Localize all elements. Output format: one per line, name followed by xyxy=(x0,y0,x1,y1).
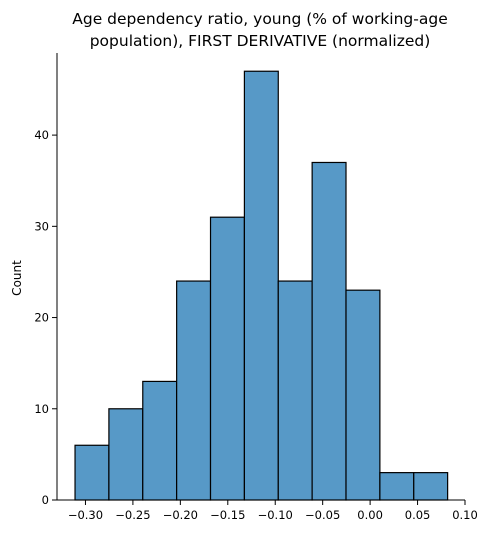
histogram-bar xyxy=(243,70,279,501)
x-tick-label: −0.15 xyxy=(210,508,245,522)
histogram-bar xyxy=(311,161,347,501)
x-tick-label: 0.05 xyxy=(405,508,431,522)
histogram-bar xyxy=(277,280,313,501)
x-tick-label: −0.25 xyxy=(115,508,150,522)
histogram-bar xyxy=(345,289,381,501)
x-tick-label: −0.10 xyxy=(258,508,293,522)
histogram-bar xyxy=(176,280,212,501)
x-tick-label: −0.20 xyxy=(163,508,198,522)
y-tick-label: 10 xyxy=(34,402,49,416)
histogram-bar xyxy=(74,444,110,501)
bars-group xyxy=(74,70,449,501)
x-tick-label: −0.30 xyxy=(68,508,103,522)
histogram-bar xyxy=(379,472,415,501)
y-tick-label: 30 xyxy=(34,219,49,233)
chart-title-line-1: Age dependency ratio, young (% of workin… xyxy=(72,10,447,28)
x-tick-label: −0.05 xyxy=(305,508,340,522)
y-axis-label: Count xyxy=(10,260,24,296)
x-tick-label: 0.00 xyxy=(357,508,383,522)
y-tick-label: 20 xyxy=(34,311,49,325)
y-tick-label: 0 xyxy=(42,493,49,507)
histogram-bar xyxy=(108,408,144,501)
x-axis-ticks: −0.30 −0.25 −0.20 −0.15 −0.10 −0.05 0.00 0.05 0.… xyxy=(68,500,478,522)
y-tick-label: 40 xyxy=(34,128,49,142)
histogram-bar xyxy=(413,472,449,501)
x-tick-label: 0.10 xyxy=(452,508,478,522)
chart-title: Age dependency ratio, young (% of workin… xyxy=(72,10,447,50)
chart-title-line-2: population), FIRST DERIVATIVE (normalize… xyxy=(90,32,431,50)
histogram-bar xyxy=(142,380,178,501)
histogram-bar xyxy=(209,216,245,501)
y-axis-ticks: 0 10 20 30 40 xyxy=(34,128,57,507)
